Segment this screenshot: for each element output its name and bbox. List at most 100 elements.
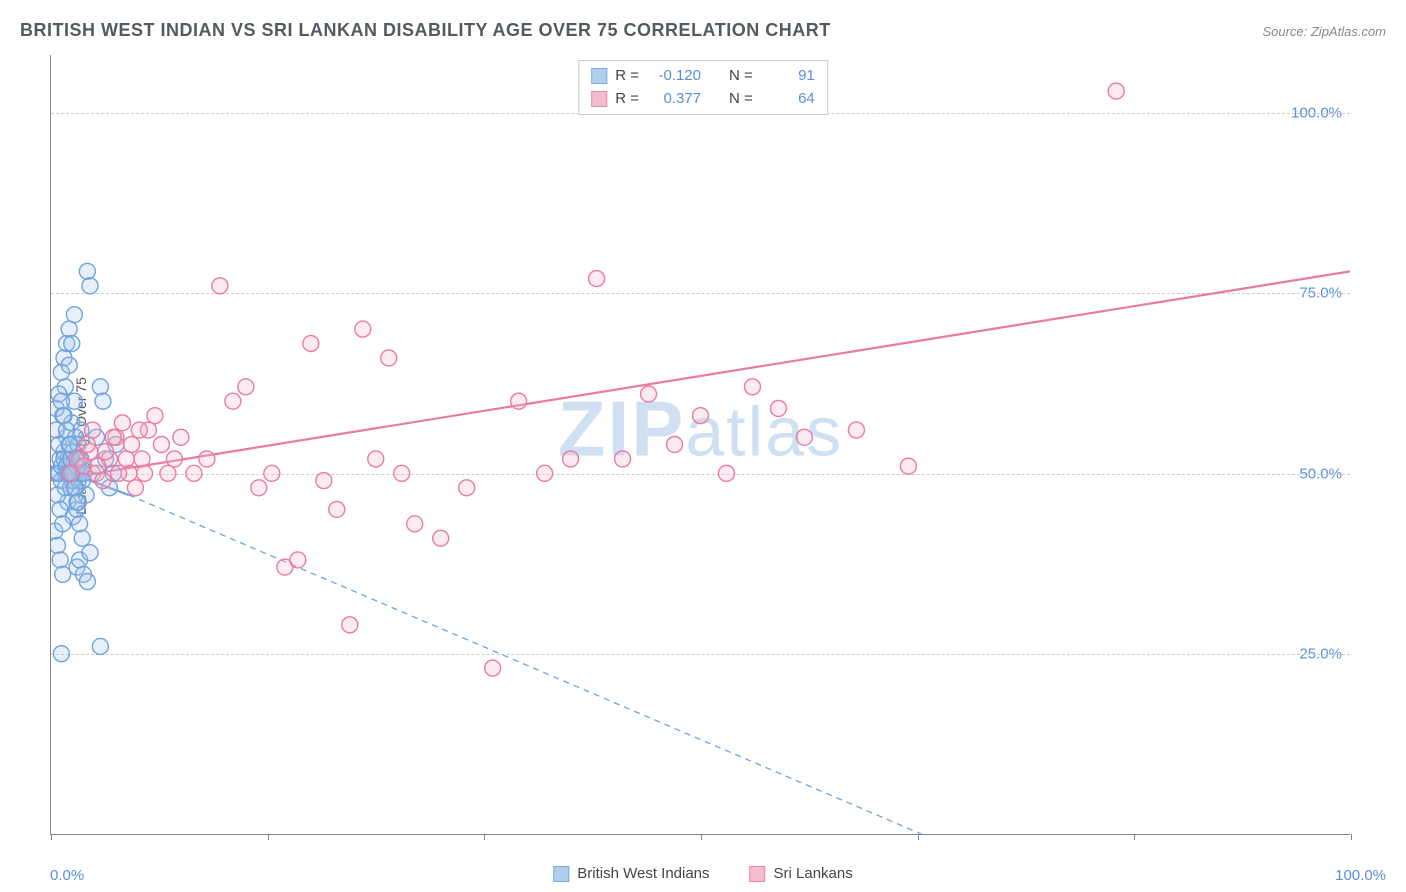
data-point-series-1: [199, 451, 215, 467]
data-point-series-1: [511, 393, 527, 409]
legend-label-0: British West Indians: [577, 865, 709, 882]
data-point-series-0: [79, 574, 95, 590]
x-tick: [484, 834, 485, 840]
data-point-series-1: [563, 451, 579, 467]
trend-line-dashed-0: [129, 495, 921, 834]
data-point-series-1: [79, 437, 95, 453]
data-point-series-1: [173, 429, 189, 445]
n-value-1: 64: [761, 88, 815, 111]
data-point-series-1: [342, 617, 358, 633]
data-point-series-0: [61, 321, 77, 337]
data-point-series-0: [69, 494, 85, 510]
stats-row-1: R = 0.377 N = 64: [591, 88, 815, 111]
x-tick: [918, 834, 919, 840]
r-value-0: -0.120: [647, 65, 701, 88]
data-point-series-1: [131, 422, 147, 438]
data-point-series-1: [225, 393, 241, 409]
r-label: R =: [615, 65, 639, 88]
r-value-1: 0.377: [647, 88, 701, 111]
data-point-series-0: [53, 393, 69, 409]
chart-title: BRITISH WEST INDIAN VS SRI LANKAN DISABI…: [20, 20, 831, 41]
data-point-series-1: [641, 386, 657, 402]
x-tick: [1134, 834, 1135, 840]
data-point-series-1: [615, 451, 631, 467]
data-point-series-0: [79, 263, 95, 279]
data-point-series-0: [52, 501, 68, 517]
source-attribution: Source: ZipAtlas.com: [1262, 24, 1386, 39]
data-point-series-1: [693, 408, 709, 424]
data-point-series-0: [95, 393, 111, 409]
data-point-series-1: [770, 400, 786, 416]
data-point-series-0: [55, 566, 71, 582]
x-tick: [51, 834, 52, 840]
data-point-series-1: [147, 408, 163, 424]
plot-area: ZIPatlas 25.0%50.0%75.0%100.0%: [50, 55, 1350, 835]
data-point-series-1: [238, 379, 254, 395]
legend-item-0: British West Indians: [553, 865, 709, 882]
data-point-series-1: [85, 422, 101, 438]
data-point-series-1: [407, 516, 423, 532]
x-origin-label: 0.0%: [50, 867, 84, 884]
data-point-series-1: [355, 321, 371, 337]
x-tick: [1351, 834, 1352, 840]
data-point-series-0: [51, 537, 65, 553]
trend-line-1: [51, 271, 1350, 480]
data-point-series-0: [55, 516, 71, 532]
data-point-series-1: [537, 465, 553, 481]
data-point-series-1: [589, 271, 605, 287]
data-point-series-1: [848, 422, 864, 438]
legend-label-1: Sri Lankans: [774, 865, 853, 882]
data-point-series-1: [153, 437, 169, 453]
data-point-series-0: [61, 357, 77, 373]
legend: British West Indians Sri Lankans: [553, 865, 853, 882]
data-point-series-0: [56, 408, 72, 424]
data-point-series-0: [52, 552, 68, 568]
data-point-series-1: [114, 415, 130, 431]
correlation-stats-box: R = -0.120 N = 91 R = 0.377 N = 64: [578, 60, 828, 115]
data-point-series-1: [186, 465, 202, 481]
stats-row-0: R = -0.120 N = 91: [591, 65, 815, 88]
legend-swatch-0: [553, 866, 569, 882]
data-point-series-1: [900, 458, 916, 474]
data-point-series-1: [485, 660, 501, 676]
data-point-series-1: [381, 350, 397, 366]
data-point-series-0: [66, 480, 82, 496]
data-point-series-1: [124, 437, 140, 453]
data-point-series-0: [64, 336, 80, 352]
data-point-series-1: [111, 465, 127, 481]
data-point-series-1: [368, 451, 384, 467]
legend-swatch-1: [750, 866, 766, 882]
data-point-series-0: [82, 278, 98, 294]
data-point-series-1: [98, 444, 114, 460]
swatch-series-0: [591, 68, 607, 84]
data-point-series-0: [61, 437, 77, 453]
data-point-series-1: [718, 465, 734, 481]
data-point-series-1: [433, 530, 449, 546]
data-point-series-1: [137, 465, 153, 481]
data-point-series-1: [316, 473, 332, 489]
data-point-series-0: [59, 422, 75, 438]
data-point-series-1: [134, 451, 150, 467]
data-point-series-0: [72, 516, 88, 532]
chart-svg: [51, 55, 1350, 834]
data-point-series-1: [251, 480, 267, 496]
data-point-series-0: [92, 638, 108, 654]
data-point-series-1: [667, 437, 683, 453]
n-label: N =: [729, 88, 753, 111]
data-point-series-1: [744, 379, 760, 395]
data-point-series-1: [95, 473, 111, 489]
data-point-series-1: [394, 465, 410, 481]
data-point-series-0: [74, 530, 90, 546]
data-point-series-1: [90, 458, 106, 474]
data-point-series-1: [290, 552, 306, 568]
data-point-series-1: [160, 465, 176, 481]
data-point-series-1: [166, 451, 182, 467]
legend-item-1: Sri Lankans: [750, 865, 853, 882]
n-value-0: 91: [761, 65, 815, 88]
data-point-series-1: [264, 465, 280, 481]
n-label: N =: [729, 65, 753, 88]
swatch-series-1: [591, 91, 607, 107]
data-point-series-0: [66, 307, 82, 323]
x-tick: [701, 834, 702, 840]
data-point-series-1: [212, 278, 228, 294]
